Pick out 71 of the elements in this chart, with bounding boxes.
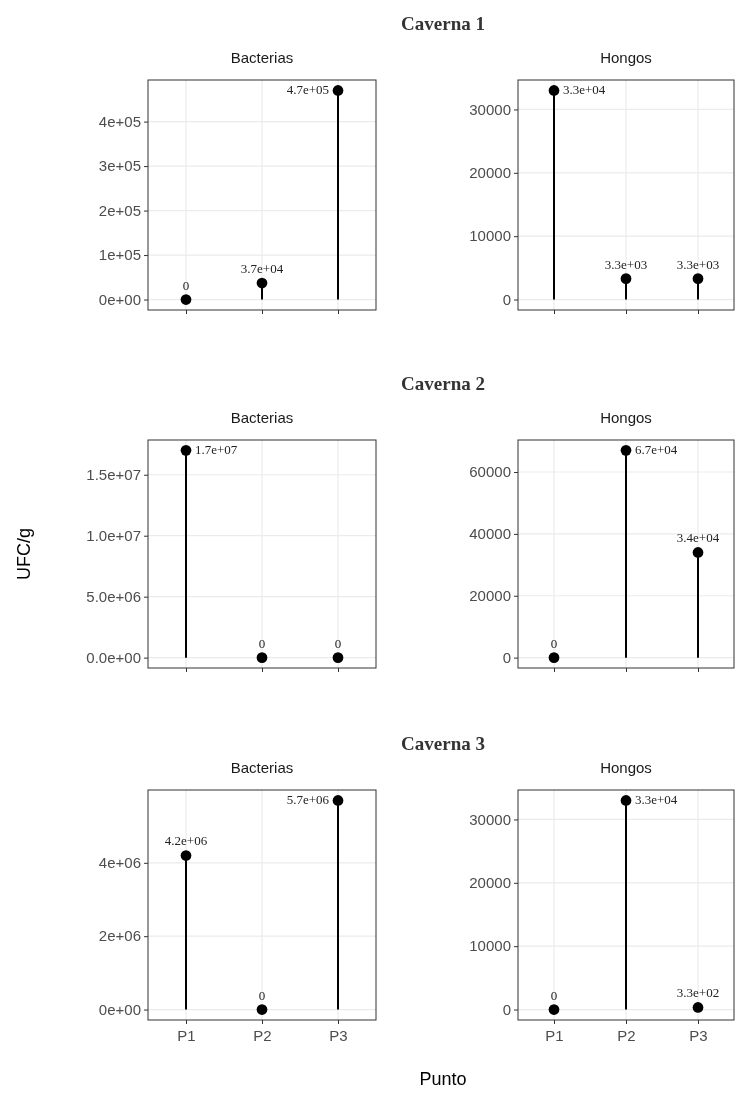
x-tick-label: P3 <box>329 1026 348 1044</box>
x-tick-label: P2 <box>617 1026 636 1044</box>
chart-title: Hongos <box>600 49 652 66</box>
point <box>180 850 192 861</box>
y-axis-title: UFC/g <box>14 527 34 581</box>
x-tick-label: P1 <box>177 1026 196 1044</box>
chart-title: Bacterias <box>230 49 294 66</box>
chart-title: Bacterias <box>230 409 294 426</box>
y-tick-label: 5.0e+06 <box>86 587 141 605</box>
point <box>620 445 632 456</box>
y-tick-label: 10000 <box>469 937 511 955</box>
y-tick-label: 4e+05 <box>98 112 141 130</box>
data-label: 0 <box>258 987 266 1003</box>
y-tick-label: 20000 <box>469 874 511 892</box>
data-label: 3.3e+02 <box>676 985 720 1001</box>
chart-title: Hongos <box>600 409 652 426</box>
y-tick-label: 10000 <box>469 227 511 245</box>
data-label: 3.7e+04 <box>240 261 284 277</box>
y-tick-label: 20000 <box>469 164 511 182</box>
x-tick-label: P2 <box>253 1026 272 1044</box>
y-tick-label: 1.0e+07 <box>86 527 141 545</box>
y-tick-label: 30000 <box>469 100 511 118</box>
data-label: 1.7e+07 <box>195 442 238 458</box>
y-tick-label: 1e+05 <box>98 246 141 264</box>
text: Caverna 3 <box>401 733 485 754</box>
y-tick-label: 0e+00 <box>98 1000 141 1018</box>
y-tick-label: 30000 <box>469 810 511 828</box>
data-label: 0 <box>550 635 558 651</box>
data-label: 3.3e+03 <box>604 256 648 272</box>
data-label: 6.7e+04 <box>635 442 678 458</box>
data-label: 3.3e+04 <box>563 82 606 98</box>
y-tick-label: 4e+06 <box>98 854 141 872</box>
data-label: 4.2e+06 <box>164 833 208 849</box>
point <box>332 795 344 806</box>
point <box>332 85 344 96</box>
y-tick-label: 60000 <box>469 463 511 481</box>
data-label: 4.7e+05 <box>286 82 329 98</box>
y-tick-label: 40000 <box>469 525 511 543</box>
x-tick-label: P1 <box>545 1026 564 1044</box>
y-tick-label: 0.0e+00 <box>86 648 141 666</box>
y-tick-label: 0 <box>502 648 511 666</box>
x-axis-title: Punto <box>419 1069 467 1089</box>
y-tick-label: 0e+00 <box>98 290 141 308</box>
text: Caverna 2 <box>401 373 485 394</box>
point <box>256 1004 268 1015</box>
chart-title: Hongos <box>600 759 652 776</box>
y-tick-label: 20000 <box>469 587 511 605</box>
x-tick-label: P3 <box>689 1026 708 1044</box>
y-tick-label: 1.5e+07 <box>86 466 141 484</box>
point <box>548 652 560 663</box>
data-label: 0 <box>182 277 190 293</box>
data-label: 3.3e+04 <box>635 792 678 808</box>
data-label: 3.3e+03 <box>676 256 720 272</box>
y-tick-label: 0 <box>502 290 511 308</box>
text: Caverna 1 <box>401 13 485 34</box>
point <box>692 547 704 558</box>
data-label: 0 <box>258 635 266 651</box>
chart-title: Bacterias <box>230 759 294 776</box>
point <box>548 1004 560 1015</box>
data-label: 3.4e+04 <box>676 530 720 546</box>
y-tick-label: 0 <box>502 1000 511 1018</box>
data-label: 5.7e+06 <box>286 792 330 808</box>
point <box>692 1002 704 1013</box>
y-tick-label: 2e+05 <box>98 201 141 219</box>
point <box>620 795 632 806</box>
y-tick-label: 2e+06 <box>98 927 141 945</box>
point <box>180 294 192 305</box>
y-tick-label: 3e+05 <box>98 157 141 175</box>
point <box>256 277 268 289</box>
data-label: 0 <box>334 635 342 651</box>
data-label: 0 <box>550 987 558 1003</box>
